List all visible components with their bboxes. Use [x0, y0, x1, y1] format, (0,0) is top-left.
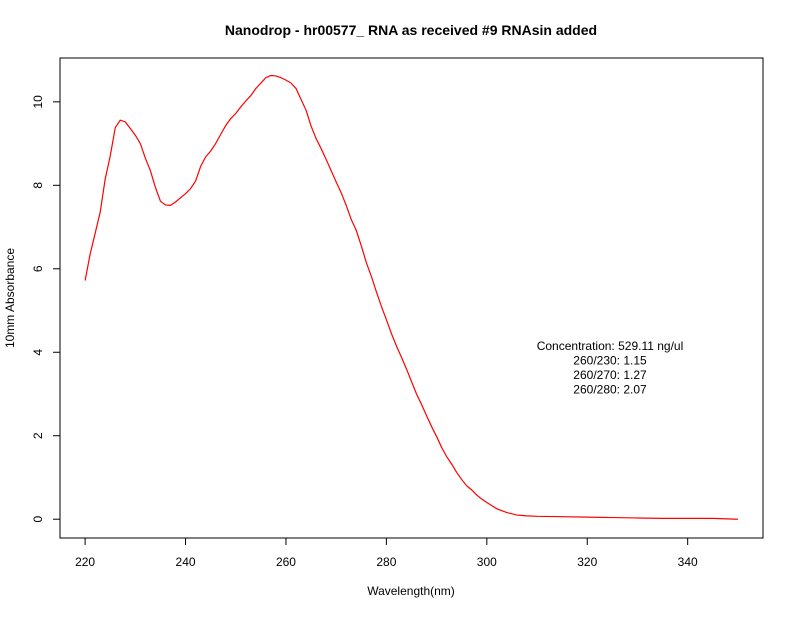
plot-frame — [59, 57, 764, 539]
x-tick-label: 220 — [75, 555, 95, 569]
y-tick-label: 8 — [31, 182, 45, 189]
annotation-line: 260/280: 2.07 — [573, 383, 647, 397]
x-tick-label: 240 — [176, 555, 196, 569]
x-axis: 220 240 260 280 300 320 340 — [75, 538, 698, 569]
y-axis: 0 2 4 6 8 10 — [31, 95, 60, 523]
y-tick-label: 0 — [31, 516, 45, 523]
y-tick-label: 10 — [31, 95, 45, 109]
annotation-line: 260/270: 1.27 — [573, 368, 647, 382]
x-tick-label: 260 — [276, 555, 296, 569]
y-tick-label: 2 — [31, 432, 45, 439]
absorbance-line — [84, 74, 738, 520]
y-tick-label: 4 — [31, 349, 45, 356]
annotation-line: 260/230: 1.15 — [573, 354, 647, 368]
x-tick-label: 280 — [376, 555, 396, 569]
y-tick-label: 6 — [31, 265, 45, 272]
x-axis-label: Wavelength(nm) — [367, 584, 455, 598]
x-tick-label: 300 — [477, 555, 497, 569]
x-tick-label: 320 — [577, 555, 597, 569]
x-tick-label: 340 — [678, 555, 698, 569]
y-axis-label: 10mm Absorbance — [3, 248, 17, 348]
annotation-line: Concentration: 529.11 ng/ul — [537, 339, 684, 353]
chart-title: Nanodrop - hr00577_ RNA as received #9 R… — [225, 22, 597, 38]
